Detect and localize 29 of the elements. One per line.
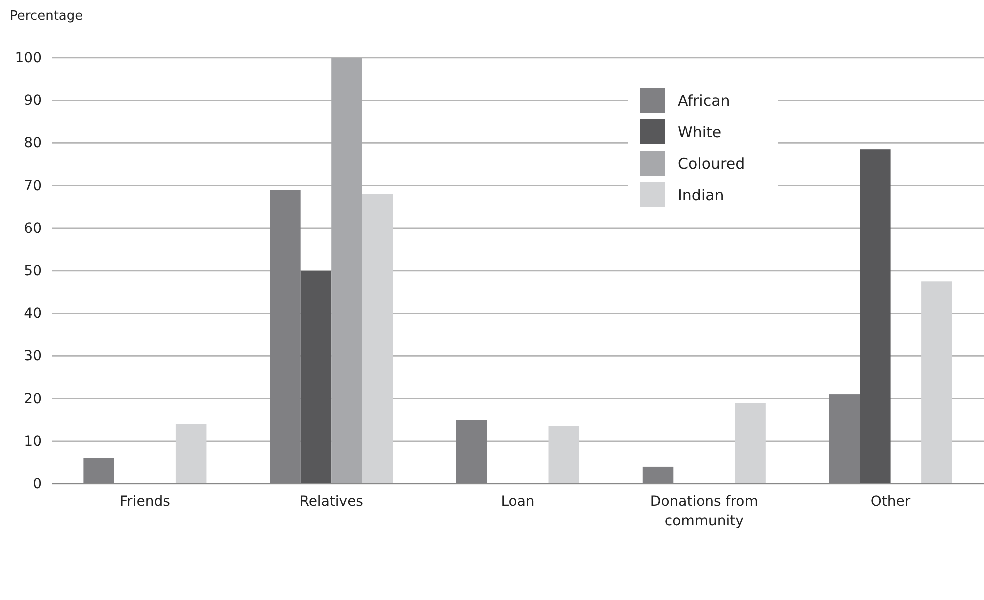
y-tick-label: 70 xyxy=(24,178,42,194)
x-tick-label: Donations from community xyxy=(650,494,758,530)
y-tick-label: 30 xyxy=(24,348,42,365)
bar xyxy=(176,424,207,484)
x-tick-label: Friends xyxy=(120,494,170,510)
bar xyxy=(548,426,580,484)
y-tick-label: 60 xyxy=(24,220,42,237)
legend-label: Indian xyxy=(678,186,724,204)
y-tick-label: 80 xyxy=(24,136,42,152)
bar xyxy=(735,403,766,484)
y-tick-label: 100 xyxy=(15,50,42,66)
bar xyxy=(332,58,362,484)
bar xyxy=(922,282,952,484)
bar xyxy=(860,150,891,484)
y-tick-label: 20 xyxy=(24,391,42,408)
bar xyxy=(362,194,394,484)
legend-label: White xyxy=(678,124,722,142)
y-tick-label: 40 xyxy=(24,306,42,322)
y-tick-label: 10 xyxy=(24,434,42,450)
y-tick-label: 0 xyxy=(33,476,42,492)
x-tick-label: Other xyxy=(870,494,911,510)
x-tick-label: Relatives xyxy=(300,494,364,510)
y-tick-label: 50 xyxy=(24,263,42,280)
x-tick-label: Loan xyxy=(501,494,535,510)
legend-label: Coloured xyxy=(678,155,746,173)
y-tick-label: 90 xyxy=(24,93,42,110)
legend-label: African xyxy=(678,92,730,110)
bar xyxy=(300,271,332,484)
y-axis-title: Percentage xyxy=(10,9,84,24)
